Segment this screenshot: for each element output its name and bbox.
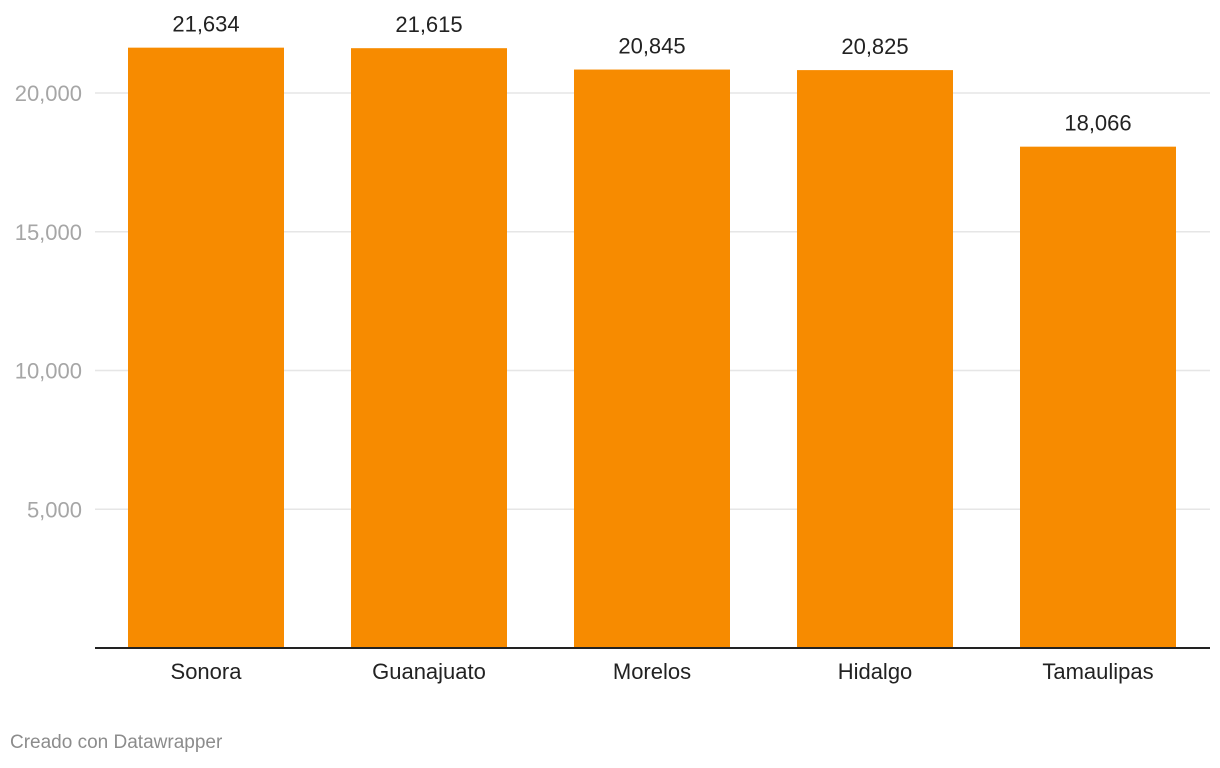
value-label: 21,634: [172, 12, 239, 37]
y-tick-label: 20,000: [15, 81, 82, 106]
bar: [351, 48, 507, 648]
x-category-label: Sonora: [171, 659, 243, 684]
value-label: 18,066: [1064, 111, 1131, 136]
y-tick-label: 15,000: [15, 220, 82, 245]
value-label: 20,845: [618, 34, 685, 59]
bar: [797, 70, 953, 648]
labels: 5,000 10,000 15,000 20,000 21,634 Sonora 21,61…: [15, 12, 1210, 684]
value-label: 20,825: [841, 34, 908, 59]
bar: [128, 47, 284, 649]
x-category-label: Hidalgo: [838, 659, 913, 684]
y-tick-label: 5,000: [27, 497, 82, 522]
credit-text: Creado con Datawrapper: [10, 732, 223, 753]
y-tick-label: 10,000: [15, 359, 82, 384]
value-label: 21,615: [395, 12, 462, 37]
bar: [574, 69, 730, 648]
x-category-label: Guanajuato: [372, 659, 486, 684]
x-category-label: Morelos: [613, 659, 691, 684]
bars: [128, 47, 1176, 649]
x-category-label: Tamaulipas: [1042, 659, 1153, 684]
bar: [1020, 146, 1176, 648]
